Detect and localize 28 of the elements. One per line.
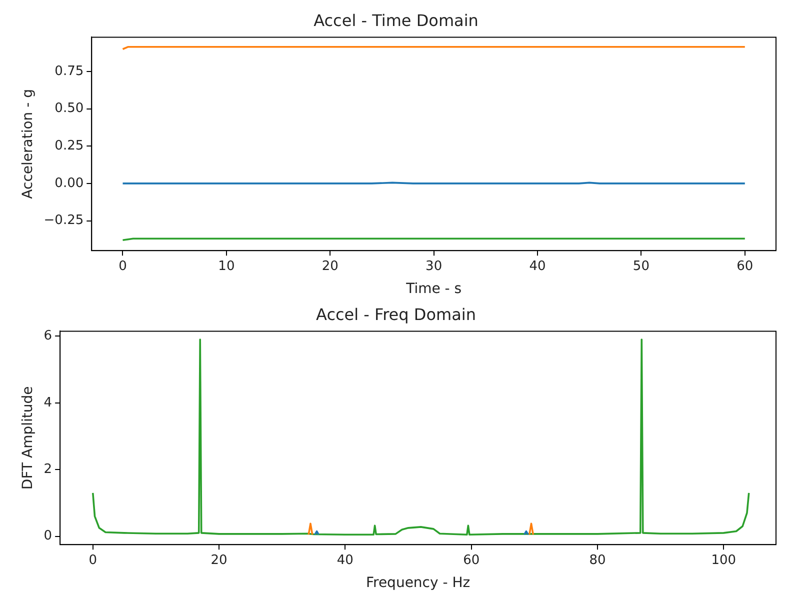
- x-tick-label: 40: [336, 552, 354, 568]
- y-axis-title: DFT Amplitude: [20, 386, 36, 490]
- x-tick-label: 0: [118, 258, 127, 274]
- x-tick-label: 60: [736, 258, 754, 274]
- y-tick-label: 6: [44, 328, 52, 344]
- y-tick-label: 4: [44, 395, 52, 410]
- x-tick-label: 20: [322, 258, 338, 274]
- y-tick-label: 0.50: [54, 101, 84, 116]
- chart-title: Accel - Time Domain: [314, 10, 478, 30]
- x-axis-title: Time - s: [405, 281, 462, 298]
- x-axis-title: Frequency - Hz: [366, 575, 470, 592]
- x-tick-label: 10: [218, 258, 235, 274]
- x-tick-label: 80: [589, 552, 606, 568]
- y-tick-label: 0.75: [54, 64, 84, 79]
- x-tick-label: 30: [426, 258, 442, 274]
- x-tick-label: 60: [463, 552, 480, 568]
- y-tick-label: 0.25: [54, 138, 84, 154]
- y-axis-title: Acceleration - g: [20, 88, 36, 199]
- y-tick-label: 2: [44, 462, 52, 477]
- y-tick-label: 0: [44, 528, 52, 544]
- x-tick-label: 0: [88, 552, 98, 568]
- chart-title: Accel - Freq Domain: [316, 304, 476, 324]
- y-tick-label: −0.25: [44, 213, 84, 228]
- x-tick-label: 20: [210, 552, 228, 568]
- x-tick-label: 100: [711, 552, 736, 568]
- x-tick-label: 50: [632, 258, 650, 274]
- y-tick-label: 0.00: [54, 176, 84, 191]
- x-tick-label: 40: [529, 258, 546, 274]
